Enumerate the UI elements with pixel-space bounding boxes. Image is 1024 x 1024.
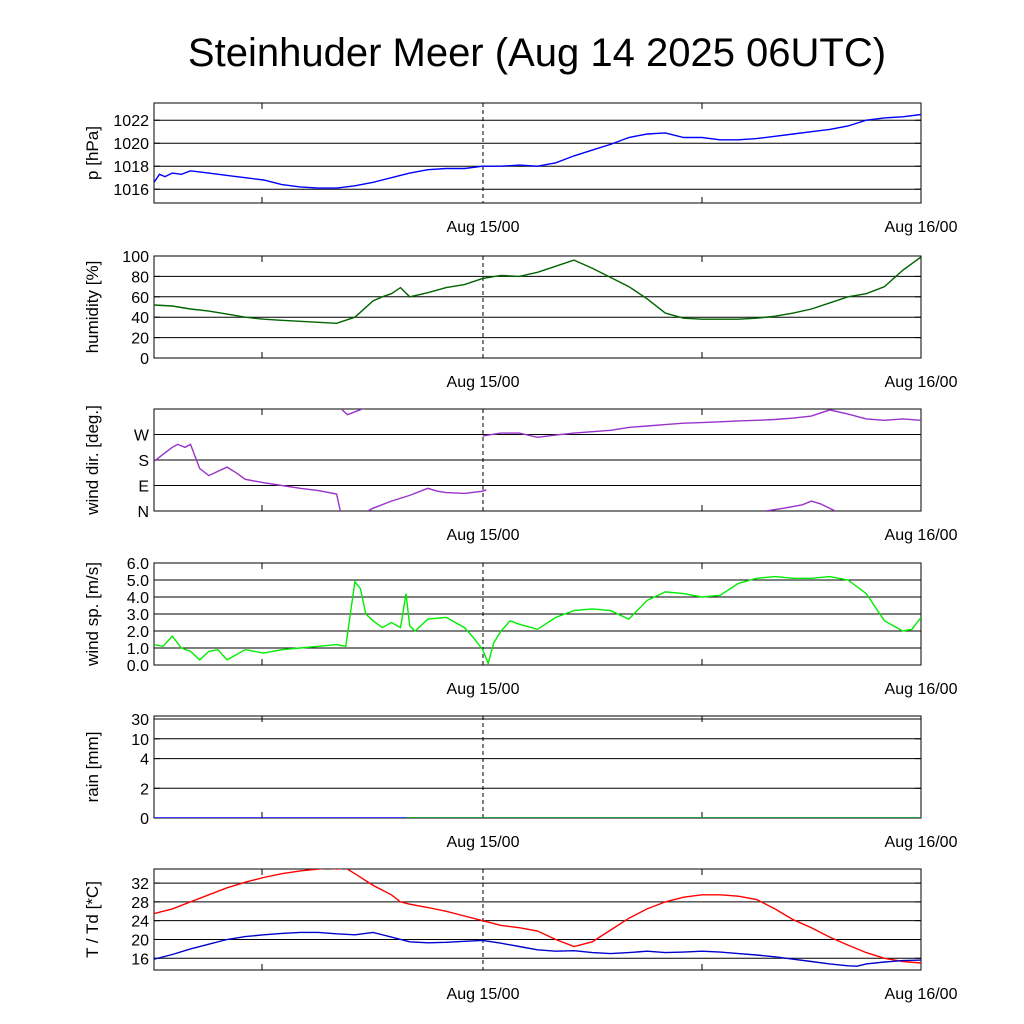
y-tick-label: 0	[140, 351, 149, 368]
plot-frame	[153, 868, 922, 971]
y-tick-label: 32	[131, 876, 149, 893]
x-tick-label: Aug 15/00	[447, 834, 520, 851]
x-tick-label: Aug 16/00	[885, 834, 958, 851]
y-axis-label: wind dir. [deg.]	[83, 405, 102, 516]
y-axis-label: p [hPa]	[83, 126, 102, 180]
y-tick-label: 20	[131, 331, 149, 348]
series-line-temperature-0	[154, 869, 921, 964]
series-line-wind_direction-1	[341, 409, 365, 416]
y-tick-label: 3.0	[127, 607, 149, 624]
y-tick-label: S	[138, 453, 149, 470]
y-tick-label: 10	[131, 732, 149, 749]
y-tick-label: 2	[140, 781, 149, 798]
y-tick-label: 80	[131, 269, 149, 286]
x-tick-label: Aug 16/00	[885, 219, 958, 236]
series-line-wind_direction-4	[765, 500, 836, 511]
x-tick-label: Aug 15/00	[447, 374, 520, 391]
y-tick-label: E	[138, 479, 149, 496]
y-tick-label: N	[137, 504, 149, 521]
plot-frame	[153, 715, 922, 819]
panel-rain: 0 2 4 10 30 Aug 15/00 Aug 16/00 rain [mm]	[83, 712, 958, 851]
y-tick-label: 60	[131, 290, 149, 307]
series-line-wind_speed-0	[154, 575, 921, 665]
y-tick-label: 30	[131, 712, 149, 729]
y-tick-label: 1018	[113, 159, 149, 176]
y-tick-label: 1016	[113, 182, 149, 199]
y-tick-label: 5.0	[127, 573, 149, 590]
y-axis-label: wind sp. [m/s]	[83, 562, 102, 667]
y-tick-label: 1.0	[127, 641, 149, 658]
y-tick-label: 4	[140, 752, 149, 769]
y-tick-label: 100	[122, 249, 149, 266]
y-axis-label: rain [mm]	[83, 732, 102, 803]
x-tick-label: Aug 15/00	[447, 986, 520, 1003]
series-line-wind_direction-0	[154, 443, 341, 511]
series-line-pressure-0	[154, 113, 921, 189]
y-tick-label: 0.0	[127, 658, 149, 675]
series-line-wind_direction-3	[482, 409, 921, 439]
series-line-wind_direction-2	[367, 487, 487, 511]
y-tick-label: 20	[131, 932, 149, 949]
y-tick-label: 28	[131, 895, 149, 912]
y-tick-label: W	[134, 428, 150, 445]
y-tick-label: 1022	[113, 113, 149, 130]
panel-humidity: 0 20 40 60 80 100 Aug 15/00 Aug 16/00 humidity […	[83, 249, 958, 391]
y-tick-label: 16	[131, 951, 149, 968]
y-tick-label: 24	[131, 914, 149, 931]
series-line-humidity-0	[154, 256, 921, 325]
x-tick-label: Aug 16/00	[885, 681, 958, 698]
chart-title: Steinhuder Meer (Aug 14 2025 06UTC)	[188, 31, 886, 75]
y-tick-label: 1020	[113, 136, 149, 153]
x-tick-label: Aug 15/00	[447, 681, 520, 698]
x-tick-label: Aug 15/00	[447, 527, 520, 544]
panel-pressure: 1016 1018 1020 1022 Aug 15/00 Aug 16/00 p [hPa…	[83, 102, 958, 236]
y-tick-label: 40	[131, 310, 149, 327]
x-tick-label: Aug 16/00	[885, 986, 958, 1003]
y-tick-label: 2.0	[127, 624, 149, 641]
x-tick-label: Aug 16/00	[885, 527, 958, 544]
plot-frame	[153, 102, 922, 204]
series-line-temperature-1	[154, 931, 921, 967]
x-tick-label: Aug 16/00	[885, 374, 958, 391]
y-tick-label: 6.0	[127, 556, 149, 573]
y-tick-label: 0	[140, 811, 149, 828]
y-tick-label: 4.0	[127, 590, 149, 607]
plot-frame	[153, 255, 922, 359]
y-axis-label: humidity [%]	[83, 261, 102, 354]
panel-wind_speed: 0.01.02.03.04.05.06.0 Aug 15/00 Aug 16/00 w…	[83, 556, 958, 698]
x-tick-label: Aug 15/00	[447, 219, 520, 236]
y-axis-label: T / Td [*C]	[83, 881, 102, 958]
